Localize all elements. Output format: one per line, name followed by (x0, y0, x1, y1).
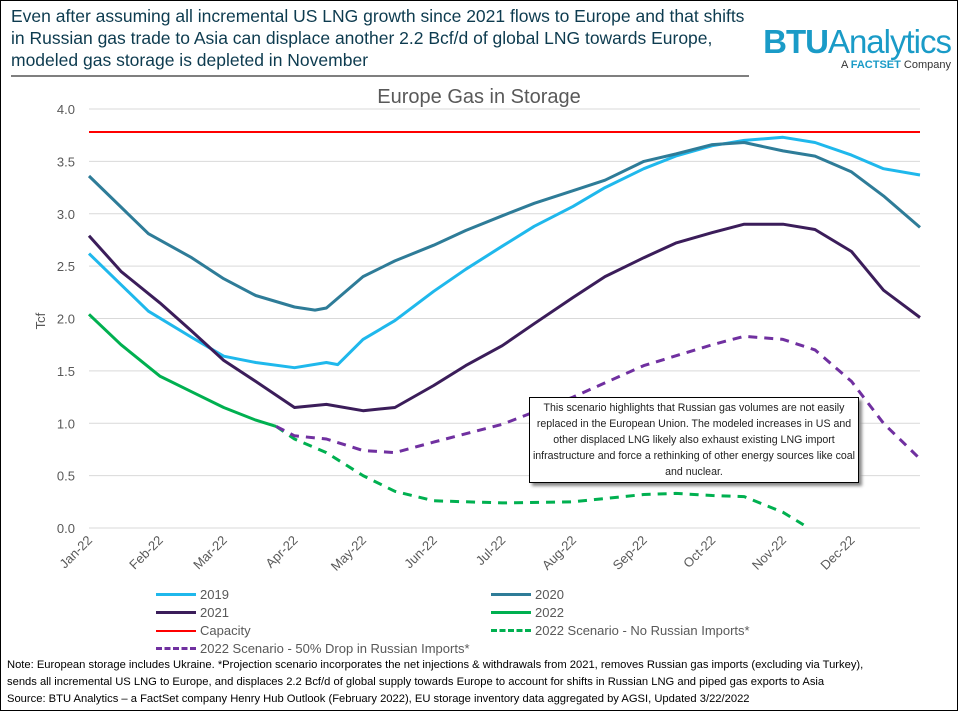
logo-brand-bold: BTU (763, 23, 829, 60)
y-tick-label: 1.0 (57, 416, 75, 431)
x-tick-label: Apr-22 (262, 533, 300, 571)
legend-swatch (156, 629, 196, 632)
series-line-2020 (87, 141, 921, 312)
legend-swatch (156, 611, 196, 614)
legend-label: 2019 (200, 587, 229, 602)
logo-subtitle: A FACTSET Company (761, 59, 951, 71)
y-tick-label: 0.5 (57, 469, 75, 484)
note-line-2: sends all incremental US LNG to Europe, … (7, 676, 825, 688)
y-tick-label: 3.0 (57, 207, 75, 222)
logo-factset: FACTSET (850, 59, 901, 71)
x-tick-label: Nov-22 (749, 533, 789, 573)
y-tick-label: 4.0 (57, 102, 75, 117)
y-axis-label: Tcf (33, 312, 48, 329)
x-tick-label: Dec-22 (817, 533, 857, 573)
x-tick-label: May-22 (328, 533, 369, 574)
headline: Even after assuming all incremental US L… (11, 6, 745, 70)
legend-label: 2022 Scenario - 50% Drop in Russian Impo… (200, 641, 470, 656)
btu-analytics-logo: BTUAnalytics A FACTSET Company (761, 23, 952, 71)
x-tick-label: Mar-22 (190, 533, 230, 573)
x-tick-label: Jun-22 (401, 533, 440, 572)
y-tick-label: 1.5 (57, 364, 75, 379)
note-line-3: Source: BTU Analytics – a FactSet compan… (7, 693, 750, 705)
series-line-2021 (87, 222, 921, 413)
logo-sub-suffix: Company (900, 59, 951, 71)
series-line-2022-scenario-50-drop-in-russian-imports (275, 334, 922, 460)
series-line-2022 (87, 313, 277, 428)
legend-item: 2020 (491, 587, 564, 602)
legend-swatch (491, 629, 531, 632)
legend-swatch (156, 593, 196, 596)
y-tick-label: 0.0 (57, 521, 75, 536)
x-tick-label: Sep-22 (610, 533, 650, 573)
series-line-2019 (87, 135, 921, 370)
legend-label: 2020 (535, 587, 564, 602)
legend-item: 2019 (156, 587, 229, 602)
x-tick-label: Jul-22 (473, 533, 509, 569)
x-tick-label: Feb-22 (126, 533, 166, 573)
legend-swatch (156, 647, 196, 650)
legend-item: 2022 Scenario - No Russian Imports* (491, 623, 750, 638)
chart-title: Europe Gas in Storage (377, 86, 580, 108)
legend-item: 2022 Scenario - 50% Drop in Russian Impo… (156, 641, 470, 656)
x-tick-label: Jan-22 (56, 533, 95, 572)
x-tick-label: Oct-22 (680, 533, 718, 571)
headline-divider (11, 75, 749, 77)
legend-label: Capacity (200, 623, 251, 638)
logo-brand-rest: Analytics (827, 23, 952, 60)
y-tick-label: 3.5 (57, 154, 75, 169)
footnote: Note: European storage includes Ukraine.… (7, 657, 957, 708)
legend-label: 2022 (535, 605, 564, 620)
legend-label: 2022 Scenario - No Russian Imports* (535, 623, 750, 638)
legend-swatch (491, 611, 531, 614)
note-line-1: Note: European storage includes Ukraine.… (7, 659, 864, 671)
x-tick-label: Aug-22 (539, 533, 579, 573)
legend-item: 2022 (491, 605, 564, 620)
logo-sub-prefix: A (840, 59, 851, 71)
y-tick-label: 2.5 (57, 259, 75, 274)
scenario-callout: This scenario highlights that Russian ga… (529, 397, 859, 483)
legend-swatch (491, 593, 531, 596)
legend-label: 2021 (200, 605, 229, 620)
legend-item: 2021 (156, 605, 229, 620)
legend-item: Capacity (156, 623, 251, 638)
y-tick-label: 2.0 (57, 312, 75, 327)
series-line-2022-scenario-no-russian-imports (275, 425, 805, 527)
